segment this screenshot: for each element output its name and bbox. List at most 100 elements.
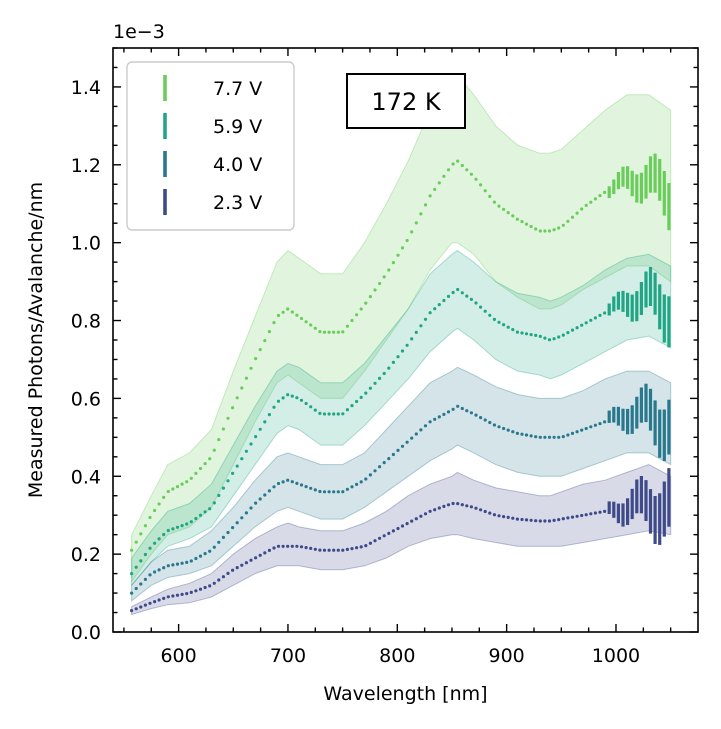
data-point [171, 594, 175, 598]
data-point [391, 360, 395, 364]
x-tick-label: 1000 [592, 645, 640, 667]
data-point [143, 552, 147, 557]
data-point [593, 316, 598, 320]
data-point [479, 183, 483, 187]
data-point [217, 438, 221, 442]
data-point [162, 596, 166, 601]
data-point [414, 330, 418, 334]
x-tick-label: 700 [270, 645, 306, 667]
data-point [497, 425, 501, 429]
data-point [212, 501, 216, 505]
data-point [492, 200, 496, 204]
data-point [254, 435, 258, 439]
data-point [221, 427, 225, 431]
data-point [231, 471, 235, 475]
data-point [208, 584, 212, 588]
data-point [322, 330, 327, 334]
data-point [267, 489, 271, 493]
data-point [231, 568, 235, 572]
data-point [157, 537, 161, 541]
data-point [309, 323, 313, 327]
data-point [529, 434, 533, 438]
data-point [345, 547, 349, 552]
data-point [474, 506, 478, 510]
data-point [492, 423, 496, 427]
data-point [198, 587, 203, 591]
data-point [529, 518, 533, 522]
data-point [134, 586, 138, 591]
legend-label: 7.7 V [213, 78, 262, 100]
data-point [456, 159, 460, 163]
y-tick-label: 0.8 [71, 311, 101, 333]
data-point [584, 426, 588, 431]
data-point [244, 376, 248, 380]
data-point [520, 220, 524, 224]
data-point [350, 485, 354, 489]
data-point [226, 479, 230, 483]
data-point [428, 311, 432, 315]
data-point [341, 330, 345, 334]
data-point [166, 489, 170, 494]
data-point [520, 517, 524, 522]
data-point [295, 313, 299, 317]
data-point [580, 513, 584, 518]
data-point [433, 187, 437, 191]
data-point [419, 212, 423, 216]
data-point [189, 559, 193, 563]
data-point [359, 307, 363, 311]
data-point [387, 457, 391, 461]
data-point [267, 548, 271, 553]
data-point [396, 355, 400, 359]
data-point [258, 497, 262, 501]
data-point [221, 486, 225, 490]
data-point [350, 404, 354, 408]
data-point [382, 275, 386, 279]
data-point [469, 505, 473, 509]
data-point [235, 521, 239, 525]
data-point [423, 203, 428, 207]
data-point [598, 510, 602, 514]
data-point [175, 485, 180, 489]
data-point [249, 442, 253, 446]
data-point [332, 548, 336, 552]
data-point [534, 333, 538, 337]
data-point [143, 577, 147, 582]
data-point [304, 485, 308, 489]
data-point [359, 395, 363, 399]
data-point [515, 330, 520, 334]
data-point [543, 229, 547, 233]
data-point [547, 435, 552, 439]
data-point [194, 589, 198, 593]
data-point [198, 466, 203, 471]
data-point [368, 541, 372, 545]
series-3 [130, 468, 671, 613]
data-point [263, 493, 267, 497]
data-point [373, 539, 377, 543]
data-point [391, 452, 395, 457]
data-point [524, 332, 529, 336]
data-point [414, 432, 418, 436]
data-point [488, 511, 492, 515]
data-point [299, 545, 304, 549]
data-point [263, 551, 267, 555]
data-point [203, 462, 207, 466]
data-point [437, 303, 441, 307]
data-point [322, 412, 327, 416]
data-point [497, 204, 501, 208]
data-point [180, 524, 184, 528]
data-point [212, 545, 216, 549]
data-point [231, 406, 235, 410]
data-point [566, 433, 570, 437]
data-point [543, 336, 547, 340]
data-point [134, 565, 138, 569]
data-point [465, 409, 469, 413]
data-point [437, 415, 441, 419]
data-point [414, 221, 418, 225]
data-point [557, 435, 561, 439]
y-tick-label: 1.0 [71, 233, 101, 255]
data-point [272, 321, 276, 325]
data-point [258, 553, 262, 557]
data-point [570, 215, 575, 219]
data-point [400, 524, 405, 528]
data-point [327, 490, 331, 494]
